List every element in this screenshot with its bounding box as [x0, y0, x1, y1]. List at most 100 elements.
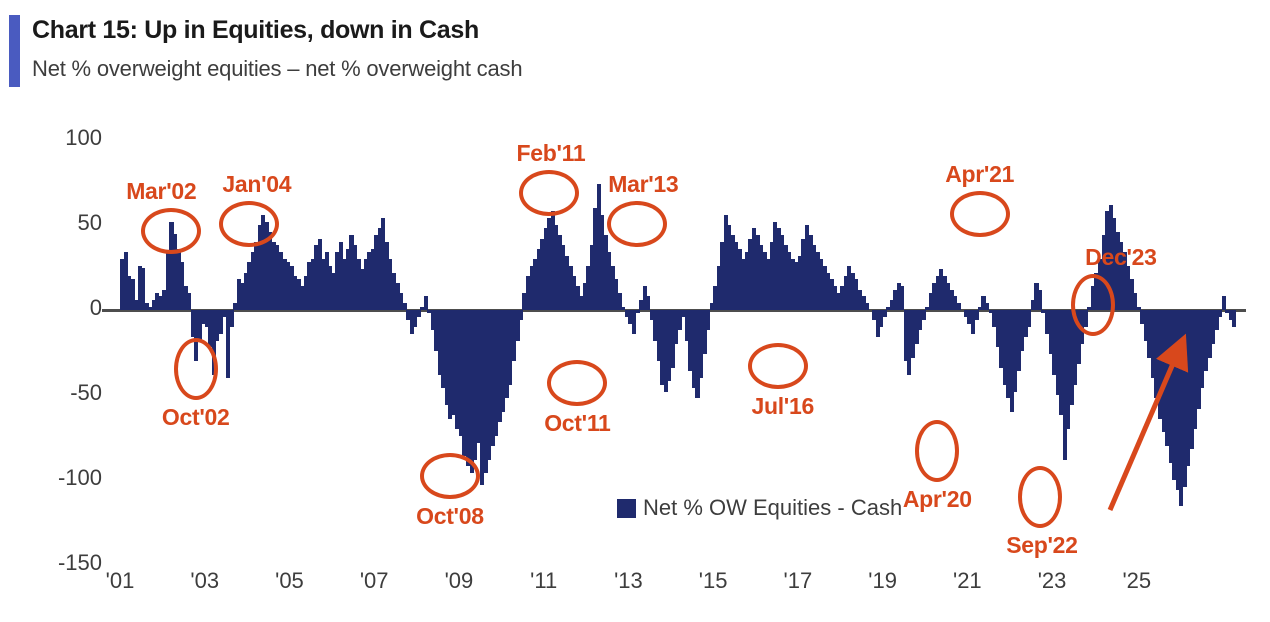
bar	[893, 289, 898, 310]
bar	[1200, 310, 1205, 389]
bar	[932, 282, 937, 310]
bar	[462, 310, 467, 457]
bar	[610, 265, 615, 310]
x-axis-tick: '03	[190, 568, 220, 593]
bar	[1129, 279, 1134, 310]
bar	[353, 245, 358, 310]
bar	[476, 310, 481, 443]
bar	[614, 279, 619, 310]
bar	[423, 296, 428, 310]
bar	[1002, 310, 1007, 385]
bar	[1136, 306, 1141, 310]
bar	[314, 245, 319, 310]
bar	[437, 310, 442, 375]
bar	[1207, 310, 1212, 358]
bar	[677, 310, 682, 331]
bar	[646, 296, 651, 310]
x-axis-tick: '23	[1037, 568, 1067, 593]
bar	[165, 252, 171, 310]
bar	[759, 245, 764, 310]
bar	[296, 279, 301, 310]
bar	[1020, 310, 1025, 351]
bar	[151, 299, 156, 310]
bar	[935, 276, 940, 310]
bar	[822, 265, 827, 310]
bar	[356, 259, 361, 310]
bar	[444, 310, 449, 406]
bar	[1048, 310, 1053, 355]
x-axis-tick: '01	[105, 568, 135, 593]
bar	[1232, 310, 1237, 327]
bar	[180, 262, 185, 310]
bar	[769, 242, 774, 310]
annotation-label: Apr'20	[902, 485, 972, 512]
bar	[748, 238, 753, 310]
x-axis-tick: '09	[444, 568, 474, 593]
bar	[956, 303, 961, 310]
bar	[1214, 310, 1219, 331]
y-axis-tick: 100	[65, 125, 102, 150]
bar	[250, 252, 255, 310]
bar	[1133, 293, 1138, 310]
bar	[458, 310, 464, 436]
bar	[921, 310, 926, 321]
bar	[794, 262, 799, 310]
bar	[374, 235, 379, 310]
bar	[977, 306, 983, 310]
upward-trend-arrow-icon	[1107, 333, 1189, 511]
bar	[833, 286, 838, 310]
annotation-label: Oct'08	[416, 503, 484, 530]
bar	[427, 310, 432, 314]
annotation-label: Oct'11	[544, 409, 611, 436]
bar	[402, 303, 407, 310]
bar	[218, 310, 223, 334]
bar	[540, 238, 545, 310]
legend-label-equities-cash: Net % OW Equities - Cash	[643, 495, 903, 520]
bar	[1108, 204, 1113, 310]
bar	[303, 276, 308, 310]
bar	[420, 306, 425, 310]
bar	[603, 235, 608, 310]
bar	[349, 235, 354, 310]
bar	[388, 259, 393, 310]
bar	[755, 235, 760, 310]
bar	[812, 245, 817, 310]
y-axis-tick: -100	[57, 465, 102, 490]
bar	[307, 262, 312, 310]
bar	[995, 310, 1000, 348]
bar	[1112, 218, 1117, 310]
bar	[826, 272, 831, 310]
bar	[695, 310, 700, 399]
bar	[377, 228, 382, 310]
bar	[1189, 310, 1194, 450]
annotation-label: Sep'22	[1006, 531, 1078, 558]
bar	[624, 310, 629, 317]
bar	[190, 310, 195, 338]
bar	[1013, 310, 1018, 392]
bar	[656, 310, 661, 361]
bar	[819, 259, 824, 310]
bar	[310, 259, 315, 310]
bar	[727, 225, 732, 310]
bar	[413, 310, 418, 327]
bar	[398, 293, 404, 310]
bar	[1090, 286, 1096, 310]
bar	[776, 228, 781, 310]
bar	[780, 235, 785, 310]
x-axis-tick: '21	[953, 568, 982, 593]
bar	[607, 252, 612, 310]
bar	[674, 310, 679, 344]
bar	[790, 259, 795, 310]
bar	[1193, 310, 1198, 429]
bar	[225, 310, 231, 378]
bar	[716, 265, 721, 310]
bar	[550, 211, 555, 310]
bar	[974, 310, 979, 321]
y-axis-tick: 50	[77, 210, 102, 235]
bar	[578, 296, 584, 310]
y-axis-tick: -50	[70, 380, 102, 405]
bar	[243, 272, 248, 310]
bar	[900, 286, 905, 310]
chart-header: Chart 15: Up in Equities, down in Cash N…	[0, 0, 1270, 100]
bar	[889, 299, 894, 310]
